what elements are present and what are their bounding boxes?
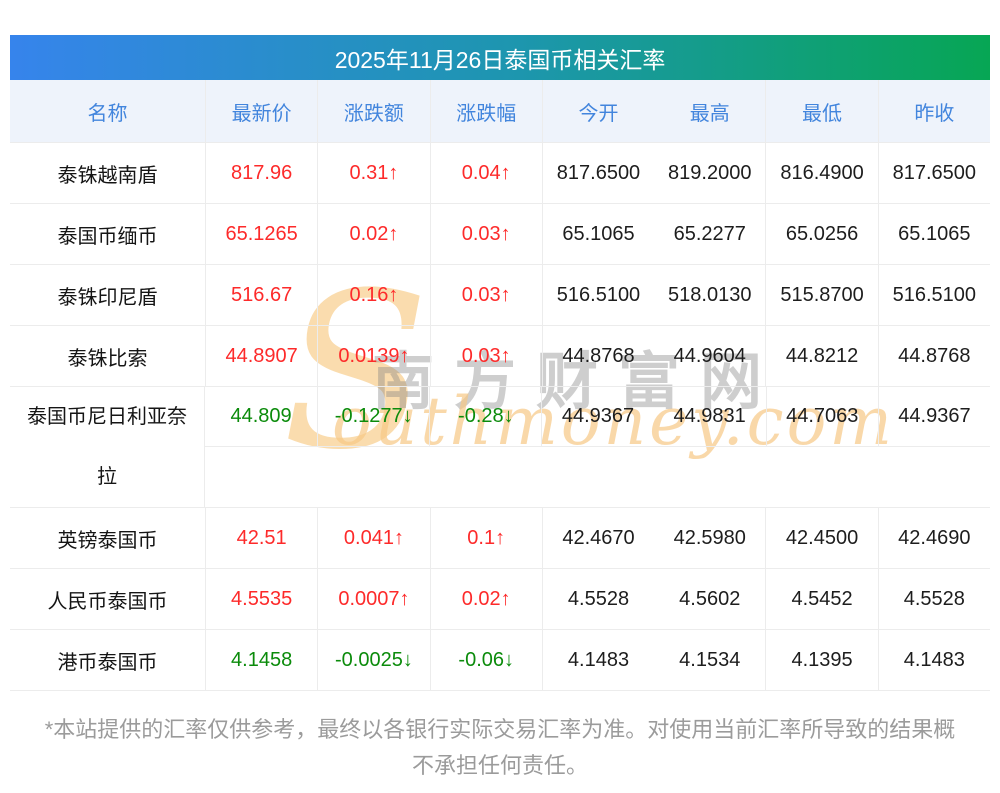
table-row: 英镑泰国币 42.51 0.041↑ 0.1↑ 42.4670 42.5980 42.450… [10, 508, 990, 569]
cell-latest: 65.1265 [205, 204, 317, 264]
table-row: 泰国币缅币 65.1265 0.02↑ 0.03↑ 65.1065 65.2277 65.0… [10, 204, 990, 265]
column-header-2: 涨跌额 [317, 80, 429, 142]
cell-low: 65.0256 [765, 204, 877, 264]
cell-open: 4.5528 [541, 569, 654, 629]
cell-prev: 516.5100 [877, 265, 990, 325]
cell-latest: 44.8907 [205, 326, 317, 386]
cell-open: 42.4670 [541, 508, 654, 568]
cell-open: 44.9367 [541, 387, 654, 507]
cell-latest: 42.51 [205, 508, 317, 568]
cell-value: -0.28↓ [429, 387, 542, 447]
cell-value: 44.9831 [653, 387, 766, 447]
cell-change: 0.0007↑ [317, 569, 429, 629]
cell-value: 44.9367 [541, 387, 654, 447]
currency-pair-name: 泰铢印尼盾 [57, 286, 158, 309]
cell-percent: 0.04↑ [429, 143, 542, 203]
cell-high: 4.1534 [679, 648, 741, 671]
cell-value: 44.7063 [765, 387, 878, 447]
table-row: 港币泰国币 4.1458 -0.0025↓ -0.06↓ 4.1483 4.1534 4.1… [10, 630, 990, 691]
currency-pair-name: 泰铢越南盾 [57, 164, 158, 187]
cell-prev: 65.1065 [877, 204, 990, 264]
cell-low: 4.1395 [765, 630, 877, 690]
column-header-6: 最低 [765, 80, 877, 142]
cell-change: 0.0139↑ [317, 326, 429, 386]
cell-high: 42.5980 [673, 526, 746, 549]
cell-prev: 44.8768 [877, 326, 990, 386]
cell-open: 65.1065 [541, 204, 654, 264]
cell-value: 44.809 [205, 387, 318, 447]
cell-low: 4.5452 [765, 569, 877, 629]
cell-prev: 42.4690 [877, 508, 990, 568]
currency-pair-name: 人民币泰国币 [47, 590, 168, 613]
table-row: 泰铢比索 44.8907 0.0139↑ 0.03↑ 44.8768 44.9604 44.… [10, 326, 990, 387]
cell-high: 44.9604 [673, 344, 746, 367]
cell-latest: 4.5535 [205, 569, 317, 629]
cell-change: 0.31↑ [317, 143, 429, 203]
cell-prev: 44.9367 [877, 387, 990, 507]
cell-change: -0.0025↓ [317, 630, 429, 690]
cell-low: 816.4900 [765, 143, 877, 203]
cell-latest: 817.96 [205, 143, 317, 203]
disclaimer-text: *本站提供的汇率仅供参考，最终以各银行实际交易汇率为准。对使用当前汇率所导致的结… [44, 717, 956, 778]
cell-open: 516.5100 [541, 265, 654, 325]
cell-change: 0.041↑ [317, 508, 429, 568]
cell-low: 44.7063 [765, 387, 878, 507]
cell-high: 65.2277 [673, 222, 746, 245]
table-row: 泰铢越南盾 817.96 0.31↑ 0.04↑ 817.6500 819.2000 816… [10, 143, 990, 204]
cell-percent: 0.03↑ [429, 265, 542, 325]
disclaimer-footer: *本站提供的汇率仅供参考，最终以各银行实际交易汇率为准。对使用当前汇率所导致的结… [10, 712, 990, 784]
currency-pair-name: 泰铢比索 [67, 347, 148, 370]
cell-prev: 817.6500 [877, 143, 990, 203]
cell-latest: 4.1458 [205, 630, 317, 690]
table-title: 2025年11月26日泰国币相关汇率 [334, 46, 666, 73]
cell-percent: 0.03↑ [429, 326, 542, 386]
cell-value: -0.1277↓ [317, 387, 430, 447]
cell-open: 817.6500 [541, 143, 654, 203]
cell-open: 44.8768 [541, 326, 654, 386]
currency-pair-name: 泰国币尼日利亚奈拉 [10, 387, 205, 507]
cell-open: 4.1483 [541, 630, 654, 690]
cell-high: 44.9831 [653, 387, 766, 507]
column-header-4: 今开 [541, 80, 654, 142]
cell-low: 44.8212 [765, 326, 877, 386]
cell-high: 819.2000 [668, 161, 752, 184]
cell-percent: 0.03↑ [429, 204, 542, 264]
cell-value: 44.9367 [877, 387, 990, 447]
cell-low: 515.8700 [765, 265, 877, 325]
cell-latest: 516.67 [205, 265, 317, 325]
currency-pair-name: 泰国币缅币 [57, 225, 158, 248]
cell-prev: 4.1483 [877, 630, 990, 690]
table-body: 泰铢越南盾 817.96 0.31↑ 0.04↑ 817.6500 819.2000 816… [10, 143, 990, 691]
cell-high: 518.0130 [668, 283, 752, 306]
cell-percent: 0.1↑ [429, 508, 542, 568]
rate-table: 2025年11月26日泰国币相关汇率 名称 最新价 涨跌额 涨跌幅 今开 最高 最低 昨收 泰… [10, 35, 990, 691]
cell-change: 0.02↑ [317, 204, 429, 264]
cell-prev: 4.5528 [877, 569, 990, 629]
currency-pair-name: 港币泰国币 [57, 651, 158, 674]
table-row: 泰国币尼日利亚奈拉 44.809 -0.1277↓ -0.28↓ 44.9367 44.9… [10, 387, 990, 508]
column-header-3: 涨跌幅 [429, 80, 542, 142]
currency-pair-name: 英镑泰国币 [57, 529, 158, 552]
cell-latest: 44.809 [205, 387, 318, 507]
column-header-7: 昨收 [877, 80, 990, 142]
column-header-5: 最高 [689, 102, 730, 125]
table-title-bar: 2025年11月26日泰国币相关汇率 [10, 35, 990, 80]
cell-low: 42.4500 [765, 508, 877, 568]
cell-percent: -0.28↓ [429, 387, 542, 507]
column-header-0: 名称 [87, 102, 128, 125]
table-row: 人民币泰国币 4.5535 0.0007↑ 0.02↑ 4.5528 4.5602 4.54… [10, 569, 990, 630]
cell-high: 4.5602 [679, 587, 741, 610]
cell-percent: 0.02↑ [429, 569, 542, 629]
header-row: 名称 最新价 涨跌额 涨跌幅 今开 最高 最低 昨收 [10, 80, 990, 143]
cell-percent: -0.06↓ [429, 630, 542, 690]
table-row: 泰铢印尼盾 516.67 0.16↑ 0.03↑ 516.5100 518.0130 515… [10, 265, 990, 326]
cell-change: 0.16↑ [317, 265, 429, 325]
cell-change: -0.1277↓ [317, 387, 430, 507]
column-header-1: 最新价 [205, 80, 317, 142]
